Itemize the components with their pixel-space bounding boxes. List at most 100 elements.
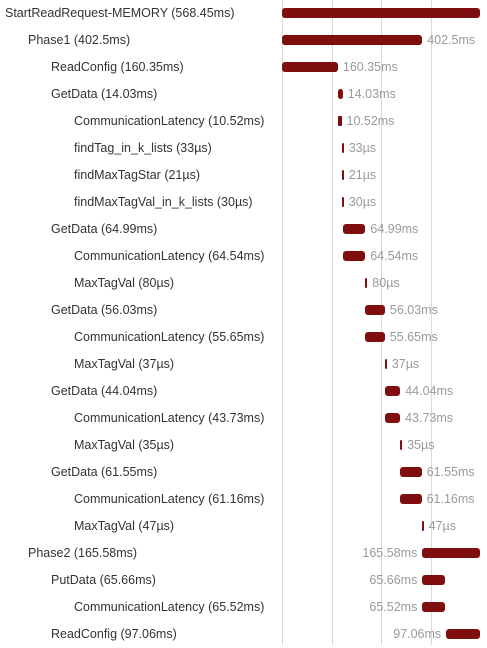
span-row[interactable]: CommunicationLatency (61.16ms) 61.16ms (0, 486, 487, 513)
span-row[interactable]: StartReadRequest-MEMORY (568.45ms) (0, 0, 487, 27)
span-duration-label: 10.52ms (346, 114, 395, 128)
span-bar[interactable] (446, 629, 480, 639)
span-duration-label: 165.58ms (362, 546, 418, 560)
span-row[interactable]: MaxTagVal (35µs) 35µs (0, 432, 487, 459)
span-label: findMaxTagVal_in_k_lists (30µs) (74, 195, 253, 209)
span-label: GetData (64.99ms) (51, 222, 158, 236)
span-label: GetData (14.03ms) (51, 87, 158, 101)
span-duration-label: 65.52ms (369, 600, 418, 614)
span-row[interactable]: CommunicationLatency (64.54ms) 64.54ms (0, 243, 487, 270)
span-duration-label: 14.03ms (347, 87, 396, 101)
span-duration-label: 35µs (407, 438, 435, 452)
span-row[interactable]: MaxTagVal (37µs) 37µs (0, 351, 487, 378)
span-duration-label: 30µs (348, 195, 377, 209)
span-label: MaxTagVal (37µs) (74, 357, 175, 371)
span-bar[interactable] (365, 278, 368, 288)
span-row[interactable]: CommunicationLatency (55.65ms) 55.65ms (0, 324, 487, 351)
span-row[interactable]: MaxTagVal (47µs) 47µs (0, 513, 487, 540)
span-duration-label: 61.16ms (426, 492, 475, 506)
span-row[interactable]: CommunicationLatency (43.73ms) 43.73ms (0, 405, 487, 432)
span-row[interactable]: GetData (44.04ms) 44.04ms (0, 378, 487, 405)
span-bar[interactable] (282, 8, 480, 18)
span-bar[interactable] (384, 413, 401, 423)
span-label: MaxTagVal (35µs) (74, 438, 175, 452)
span-bar[interactable] (337, 116, 342, 126)
span-label: Phase1 (402.5ms) (28, 33, 131, 47)
span-bar[interactable] (342, 251, 366, 261)
timeline-gridline (381, 0, 382, 645)
span-row[interactable]: GetData (61.55ms) 61.55ms (0, 459, 487, 486)
span-label: CommunicationLatency (61.16ms) (74, 492, 265, 506)
span-bar[interactable] (365, 305, 385, 315)
span-bar[interactable] (421, 521, 424, 531)
span-bar[interactable] (422, 602, 446, 612)
timeline-gridline (332, 0, 333, 645)
timeline-gridline (282, 0, 283, 645)
span-duration-label: 64.54ms (370, 249, 419, 263)
span-row[interactable]: GetData (56.03ms) 56.03ms (0, 297, 487, 324)
span-bar[interactable] (341, 143, 344, 153)
span-duration-label: 65.66ms (369, 573, 418, 587)
span-duration-label: 64.99ms (370, 222, 419, 236)
span-row[interactable]: findMaxTagVal_in_k_lists (30µs) 30µs (0, 189, 487, 216)
span-bar[interactable] (384, 359, 387, 369)
span-bar[interactable] (365, 332, 385, 342)
span-label: CommunicationLatency (55.65ms) (74, 330, 265, 344)
span-duration-label: 33µs (348, 141, 377, 155)
span-bar[interactable] (400, 440, 403, 450)
span-row[interactable]: PutData (65.66ms) 65.66ms (0, 567, 487, 594)
span-bar[interactable] (342, 224, 366, 234)
span-bar[interactable] (337, 89, 343, 99)
span-duration-label: 61.55ms (426, 465, 475, 479)
span-row[interactable]: CommunicationLatency (65.52ms) 65.52ms (0, 594, 487, 621)
span-row[interactable]: MaxTagVal (80µs) 80µs (0, 270, 487, 297)
span-label: PutData (65.66ms) (51, 573, 156, 587)
span-label: CommunicationLatency (43.73ms) (74, 411, 265, 425)
span-row[interactable]: CommunicationLatency (10.52ms) 10.52ms (0, 108, 487, 135)
span-label: MaxTagVal (47µs) (74, 519, 175, 533)
span-duration-label: 44.04ms (405, 384, 454, 398)
span-label: MaxTagVal (80µs) (74, 276, 175, 290)
span-row[interactable]: Phase1 (402.5ms) 402.5ms (0, 27, 487, 54)
span-label: ReadConfig (97.06ms) (51, 627, 177, 641)
span-bar[interactable] (282, 35, 423, 45)
span-bar[interactable] (341, 197, 344, 207)
span-bar[interactable] (282, 62, 338, 72)
span-bar[interactable] (384, 386, 401, 396)
span-label: CommunicationLatency (65.52ms) (74, 600, 265, 614)
span-duration-label: 80µs (372, 276, 400, 290)
span-label: GetData (56.03ms) (51, 303, 158, 317)
span-label: findTag_in_k_lists (33µs) (74, 141, 212, 155)
span-duration-label: 43.73ms (405, 411, 454, 425)
span-label: findMaxTagStar (21µs) (74, 168, 201, 182)
span-row[interactable]: GetData (14.03ms) 14.03ms (0, 81, 487, 108)
span-label: GetData (44.04ms) (51, 384, 158, 398)
span-bar[interactable] (400, 467, 422, 477)
span-label: CommunicationLatency (64.54ms) (74, 249, 265, 263)
span-row[interactable]: Phase2 (165.58ms) 165.58ms (0, 540, 487, 567)
span-row[interactable]: findTag_in_k_lists (33µs) 33µs (0, 135, 487, 162)
span-label: Phase2 (165.58ms) (28, 546, 138, 560)
span-row[interactable]: GetData (64.99ms) 64.99ms (0, 216, 487, 243)
span-label: GetData (61.55ms) (51, 465, 158, 479)
span-row[interactable]: findMaxTagStar (21µs) 21µs (0, 162, 487, 189)
span-row[interactable]: ReadConfig (97.06ms) 97.06ms (0, 621, 487, 648)
timeline-gridline (431, 0, 432, 645)
span-duration-label: 97.06ms (393, 627, 442, 641)
span-duration-label: 55.65ms (389, 330, 438, 344)
span-duration-label: 56.03ms (389, 303, 438, 317)
span-label: CommunicationLatency (10.52ms) (74, 114, 265, 128)
span-duration-label: 47µs (428, 519, 456, 533)
span-bar[interactable] (422, 548, 480, 558)
span-duration-label: 21µs (348, 168, 377, 182)
span-row[interactable]: ReadConfig (160.35ms) 160.35ms (0, 54, 487, 81)
span-label: StartReadRequest-MEMORY (568.45ms) (5, 6, 235, 20)
span-bar[interactable] (341, 170, 344, 180)
span-label: ReadConfig (160.35ms) (51, 60, 184, 74)
span-bar[interactable] (400, 494, 422, 504)
span-duration-label: 160.35ms (342, 60, 398, 74)
span-bar[interactable] (422, 575, 446, 585)
span-duration-label: 402.5ms (427, 33, 476, 47)
span-duration-label: 37µs (391, 357, 420, 371)
